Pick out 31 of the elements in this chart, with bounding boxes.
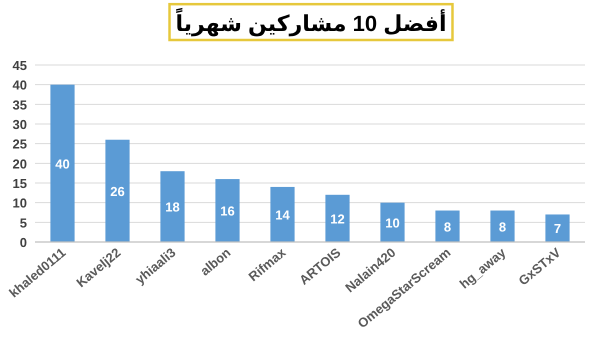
data-label: 8: [444, 219, 452, 234]
data-label: 18: [165, 200, 180, 215]
data-label: 12: [330, 211, 345, 226]
y-tick-label: 40: [12, 78, 27, 93]
data-label: 7: [554, 221, 562, 236]
data-label: 16: [220, 204, 235, 219]
data-label: 8: [498, 219, 506, 234]
bar: [545, 214, 570, 242]
data-label: 26: [110, 184, 125, 199]
data-label: 40: [55, 156, 70, 172]
bar: [270, 186, 295, 242]
y-tick-label: 5: [20, 215, 27, 230]
bar: [215, 179, 240, 242]
bar: [435, 210, 460, 242]
y-tick-label: 10: [12, 196, 27, 211]
y-tick-label: 45: [12, 58, 27, 73]
bar: [325, 194, 350, 242]
bar: [380, 202, 405, 242]
bar: [490, 210, 515, 242]
y-tick-label: 20: [12, 156, 27, 172]
data-label: 10: [385, 215, 400, 230]
y-tick-label: 35: [12, 97, 27, 112]
chart-title: أفضل 10 مشاركين شهرياً: [176, 7, 446, 37]
y-tick-label: 25: [12, 136, 27, 152]
bar: [160, 171, 185, 242]
bar: [50, 84, 75, 242]
data-label: 14: [275, 207, 290, 222]
bar: [105, 140, 130, 242]
y-tick-label: 30: [12, 117, 27, 132]
y-tick-label: 15: [12, 176, 27, 191]
y-tick-label: 0: [20, 235, 27, 250]
